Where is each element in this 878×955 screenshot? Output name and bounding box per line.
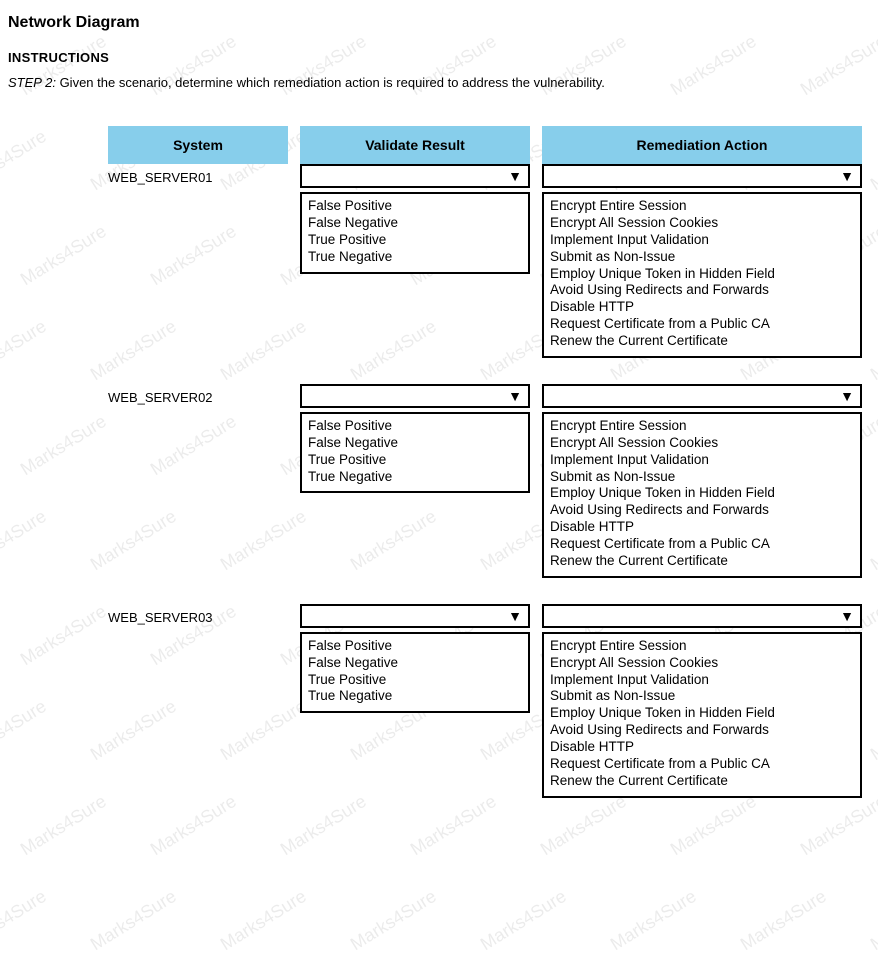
remediation-option[interactable]: Request Certificate from a Public CA	[550, 756, 854, 773]
validate-option[interactable]: True Positive	[308, 232, 522, 249]
validate-options-list: False PositiveFalse NegativeTrue Positiv…	[300, 632, 530, 714]
remediation-option[interactable]: Implement Input Validation	[550, 452, 854, 469]
col-header-remediation: Remediation Action	[542, 126, 862, 164]
remediation-option[interactable]: Encrypt Entire Session	[550, 638, 854, 655]
remediation-option[interactable]: Request Certificate from a Public CA	[550, 316, 854, 333]
system-label: WEB_SERVER03	[108, 604, 288, 798]
remediation-cell: ▼ Encrypt Entire SessionEncrypt All Sessi…	[542, 384, 862, 578]
instructions-heading: INSTRUCTIONS	[8, 50, 870, 65]
validate-option[interactable]: False Positive	[308, 418, 522, 435]
remediation-cell: ▼ Encrypt Entire SessionEncrypt All Sessi…	[542, 164, 862, 358]
step-line: STEP 2: Given the scenario, determine wh…	[8, 75, 870, 90]
col-header-validate: Validate Result	[300, 126, 530, 164]
remediation-option[interactable]: Encrypt All Session Cookies	[550, 655, 854, 672]
validate-dropdown[interactable]: ▼	[300, 384, 530, 408]
validate-cell: ▼ False PositiveFalse NegativeTrue Positi…	[300, 384, 530, 578]
remediation-option[interactable]: Employ Unique Token in Hidden Field	[550, 705, 854, 722]
table-row: WEB_SERVER03 ▼ False PositiveFalse Negativ…	[108, 604, 870, 798]
remediation-option[interactable]: Renew the Current Certificate	[550, 773, 854, 790]
remediation-option[interactable]: Employ Unique Token in Hidden Field	[550, 266, 854, 283]
validate-option[interactable]: True Negative	[308, 688, 522, 705]
validate-option[interactable]: True Negative	[308, 469, 522, 486]
validate-option[interactable]: False Negative	[308, 215, 522, 232]
remediation-option[interactable]: Submit as Non-Issue	[550, 688, 854, 705]
remediation-option[interactable]: Avoid Using Redirects and Forwards	[550, 722, 854, 739]
remediation-option[interactable]: Submit as Non-Issue	[550, 249, 854, 266]
step-text: Given the scenario, determine which reme…	[60, 75, 605, 90]
remediation-dropdown[interactable]: ▼	[542, 604, 862, 628]
validate-options-list: False PositiveFalse NegativeTrue Positiv…	[300, 192, 530, 274]
validate-option[interactable]: False Positive	[308, 638, 522, 655]
remediation-options-list: Encrypt Entire SessionEncrypt All Sessio…	[542, 412, 862, 578]
remediation-option[interactable]: Renew the Current Certificate	[550, 553, 854, 570]
validate-option[interactable]: True Positive	[308, 672, 522, 689]
chevron-down-icon: ▼	[840, 389, 854, 403]
remediation-option[interactable]: Encrypt Entire Session	[550, 198, 854, 215]
table-row: WEB_SERVER02 ▼ False PositiveFalse Negativ…	[108, 384, 870, 578]
chevron-down-icon: ▼	[508, 169, 522, 183]
chevron-down-icon: ▼	[840, 169, 854, 183]
remediation-option[interactable]: Avoid Using Redirects and Forwards	[550, 502, 854, 519]
remediation-option[interactable]: Disable HTTP	[550, 299, 854, 316]
chevron-down-icon: ▼	[840, 609, 854, 623]
system-label: WEB_SERVER01	[108, 164, 288, 358]
chevron-down-icon: ▼	[508, 389, 522, 403]
remediation-option[interactable]: Encrypt All Session Cookies	[550, 215, 854, 232]
page-title: Network Diagram	[8, 14, 870, 32]
validate-cell: ▼ False PositiveFalse NegativeTrue Positi…	[300, 604, 530, 798]
table-row: WEB_SERVER01 ▼ False PositiveFalse Negativ…	[108, 164, 870, 358]
remediation-option[interactable]: Implement Input Validation	[550, 232, 854, 249]
remediation-option[interactable]: Renew the Current Certificate	[550, 333, 854, 350]
validate-cell: ▼ False PositiveFalse NegativeTrue Positi…	[300, 164, 530, 358]
validate-option[interactable]: True Negative	[308, 249, 522, 266]
remediation-cell: ▼ Encrypt Entire SessionEncrypt All Sessi…	[542, 604, 862, 798]
validate-option[interactable]: False Negative	[308, 435, 522, 452]
main-grid: System Validate Result Remediation Actio…	[108, 126, 870, 164]
step-label: STEP 2:	[8, 75, 56, 90]
validate-option[interactable]: False Negative	[308, 655, 522, 672]
remediation-option[interactable]: Implement Input Validation	[550, 672, 854, 689]
validate-dropdown[interactable]: ▼	[300, 604, 530, 628]
remediation-dropdown[interactable]: ▼	[542, 384, 862, 408]
page-content: Network Diagram INSTRUCTIONS STEP 2: Giv…	[8, 14, 870, 798]
validate-option[interactable]: True Positive	[308, 452, 522, 469]
validate-option[interactable]: False Positive	[308, 198, 522, 215]
remediation-option[interactable]: Disable HTTP	[550, 739, 854, 756]
remediation-options-list: Encrypt Entire SessionEncrypt All Sessio…	[542, 192, 862, 358]
remediation-option[interactable]: Disable HTTP	[550, 519, 854, 536]
remediation-option[interactable]: Avoid Using Redirects and Forwards	[550, 282, 854, 299]
chevron-down-icon: ▼	[508, 609, 522, 623]
remediation-option[interactable]: Encrypt All Session Cookies	[550, 435, 854, 452]
remediation-dropdown[interactable]: ▼	[542, 164, 862, 188]
remediation-options-list: Encrypt Entire SessionEncrypt All Sessio…	[542, 632, 862, 798]
remediation-option[interactable]: Employ Unique Token in Hidden Field	[550, 485, 854, 502]
col-header-system: System	[108, 126, 288, 164]
validate-dropdown[interactable]: ▼	[300, 164, 530, 188]
system-label: WEB_SERVER02	[108, 384, 288, 578]
remediation-option[interactable]: Submit as Non-Issue	[550, 469, 854, 486]
validate-options-list: False PositiveFalse NegativeTrue Positiv…	[300, 412, 530, 494]
remediation-option[interactable]: Request Certificate from a Public CA	[550, 536, 854, 553]
remediation-option[interactable]: Encrypt Entire Session	[550, 418, 854, 435]
